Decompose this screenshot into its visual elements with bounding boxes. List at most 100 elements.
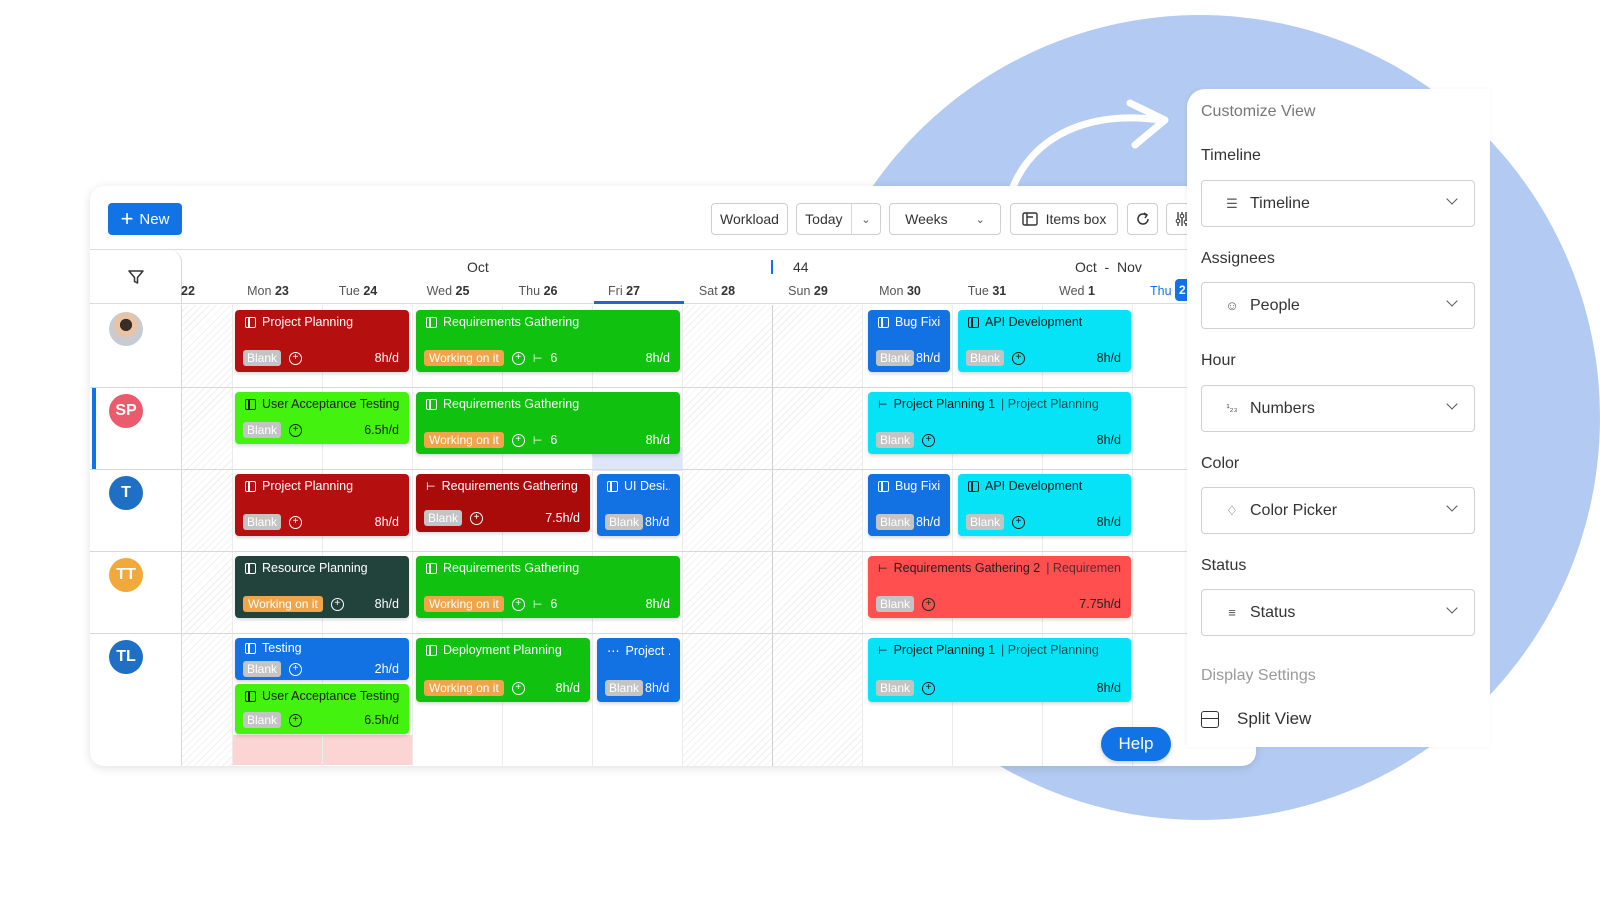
refresh-icon bbox=[1136, 212, 1149, 225]
add-update-icon[interactable]: + bbox=[1012, 351, 1026, 365]
status-badge[interactable]: Blank bbox=[605, 514, 644, 530]
task-bar[interactable]: ⊢ Project Planning 1 | Project Planning Bl… bbox=[868, 638, 1131, 702]
status-badge[interactable]: Working on it bbox=[424, 596, 504, 612]
hour-select[interactable]: ¹₂₃ Numbers bbox=[1201, 385, 1475, 432]
task-bar[interactable]: ⊢ Requirements Gathering ... Blank +7.5h/d bbox=[416, 474, 590, 532]
add-update-icon[interactable]: + bbox=[289, 423, 303, 437]
status-badge[interactable]: Working on it bbox=[424, 680, 504, 696]
status-badge[interactable]: Blank bbox=[876, 680, 915, 696]
status-badge[interactable]: Working on it bbox=[424, 432, 504, 448]
subitem-icon: ⊢ bbox=[426, 480, 436, 493]
range-select[interactable]: Weeks ⌄ bbox=[889, 203, 1001, 235]
assignees-select[interactable]: ☺ People bbox=[1201, 282, 1475, 329]
add-update-icon[interactable]: + bbox=[511, 597, 525, 611]
avatar[interactable]: TL bbox=[109, 640, 143, 674]
task-bar[interactable]: Testing Blank +2h/d bbox=[235, 638, 409, 680]
task-bar[interactable]: User Acceptance Testing Blank +6.5h/d bbox=[235, 684, 409, 734]
status-badge[interactable]: Blank bbox=[605, 680, 644, 696]
hours-per-day: 8h/d bbox=[374, 351, 399, 365]
status-badge[interactable]: Blank bbox=[243, 712, 282, 728]
people-column bbox=[90, 305, 182, 766]
task-bar[interactable]: ⊢ Project Planning 1 | Project Planning Bl… bbox=[868, 392, 1131, 454]
task-bar[interactable]: Project Planning Blank +8h/d bbox=[235, 310, 409, 372]
day-header: Mon 23 bbox=[247, 284, 289, 298]
avatar[interactable]: TT bbox=[109, 558, 143, 592]
divider bbox=[850, 204, 852, 234]
workload-label: Workload bbox=[720, 211, 779, 227]
month-range-label: Oct - Nov bbox=[1075, 259, 1142, 275]
panel-title: Customize View bbox=[1201, 103, 1316, 120]
items-box-button[interactable]: Items box bbox=[1010, 203, 1118, 235]
add-update-icon[interactable]: + bbox=[470, 511, 484, 525]
status-badge[interactable]: Blank bbox=[966, 350, 1005, 366]
split-view-icon bbox=[1201, 710, 1219, 728]
task-bar[interactable]: Deployment Planning Working on it +8h/d bbox=[416, 638, 590, 702]
color-select-value: Color Picker bbox=[1250, 501, 1338, 519]
status-badge[interactable]: Working on it bbox=[424, 350, 504, 366]
task-bar[interactable]: User Acceptance Testing Blank +6.5h/d bbox=[235, 392, 409, 444]
range-select-value: Weeks bbox=[905, 211, 948, 227]
task-bar[interactable]: Requirements Gathering Working on it + ⊢ 6 8… bbox=[416, 310, 680, 372]
avatar[interactable]: T bbox=[109, 476, 143, 510]
day-header: Tue 24 bbox=[338, 284, 378, 298]
status-badge[interactable]: Blank bbox=[243, 514, 282, 530]
add-update-icon[interactable]: + bbox=[330, 597, 344, 611]
help-button[interactable]: Help bbox=[1101, 727, 1171, 761]
add-update-icon[interactable]: + bbox=[1012, 515, 1026, 529]
task-bar[interactable]: API Development Blank +8h/d bbox=[958, 474, 1131, 536]
hours-per-day: 8h/d bbox=[645, 681, 670, 695]
workload-button[interactable]: Workload bbox=[711, 203, 788, 235]
add-update-icon[interactable]: + bbox=[289, 713, 303, 727]
color-select[interactable]: ♢ Color Picker bbox=[1201, 487, 1475, 534]
today-button-group: Today ⌄ bbox=[796, 203, 881, 235]
status-badge[interactable]: Blank bbox=[966, 514, 1005, 530]
status-badge[interactable]: Blank bbox=[243, 661, 282, 677]
task-bar[interactable]: API Development Blank +8h/d bbox=[958, 310, 1131, 372]
filter-button[interactable] bbox=[90, 250, 182, 304]
item-icon bbox=[245, 642, 256, 654]
parent-item-label: | Project Planning bbox=[1001, 397, 1099, 411]
item-icon bbox=[426, 562, 437, 574]
more-icon[interactable]: ⋯ bbox=[607, 644, 620, 658]
week-divider bbox=[771, 260, 773, 274]
avatar[interactable]: SP bbox=[109, 394, 143, 428]
toolbar: + New Workload Today ⌄ Weeks ⌄ Items box bbox=[90, 186, 1256, 250]
add-update-icon[interactable]: + bbox=[511, 433, 525, 447]
task-bar[interactable]: Resource Planning Working on it +8h/d bbox=[235, 556, 409, 618]
split-view-option[interactable]: Split View bbox=[1201, 709, 1311, 729]
status-badge[interactable]: Blank bbox=[243, 350, 282, 366]
today-button[interactable]: Today bbox=[805, 211, 843, 227]
add-update-icon[interactable]: + bbox=[289, 662, 303, 676]
status-badge[interactable]: Blank bbox=[424, 510, 463, 526]
refresh-button[interactable] bbox=[1127, 203, 1158, 235]
status-badge[interactable]: Blank bbox=[876, 350, 915, 366]
status-select[interactable]: ≡ Status bbox=[1201, 589, 1475, 636]
status-badge[interactable]: Blank bbox=[876, 514, 915, 530]
task-bar[interactable]: Project Planning Blank +8h/d bbox=[235, 474, 409, 536]
task-bar[interactable]: Requirements Gathering Working on it + ⊢ 6 8… bbox=[416, 556, 680, 618]
add-update-icon[interactable]: + bbox=[511, 351, 525, 365]
add-update-icon[interactable]: + bbox=[289, 351, 303, 365]
status-badge[interactable]: Blank bbox=[876, 432, 915, 448]
task-bar[interactable]: ⊢Requirements Gathering 2| Requirement..… bbox=[868, 556, 1131, 618]
timeline-select[interactable]: ☰ Timeline bbox=[1201, 180, 1475, 227]
add-update-icon[interactable]: + bbox=[922, 681, 936, 695]
status-badge[interactable]: Working on it bbox=[243, 596, 323, 612]
parent-item-label: | Project Planning bbox=[1001, 643, 1099, 657]
add-update-icon[interactable]: + bbox=[511, 681, 525, 695]
status-badge[interactable]: Blank bbox=[243, 422, 282, 438]
timeline-label: Timeline bbox=[1201, 147, 1261, 164]
status-badge[interactable]: Blank bbox=[876, 596, 915, 612]
avatar[interactable] bbox=[109, 312, 143, 346]
day-header: Wed 25 bbox=[426, 284, 470, 298]
add-update-icon[interactable]: + bbox=[922, 597, 936, 611]
new-button[interactable]: + New bbox=[108, 203, 182, 235]
today-dropdown-chevron-icon[interactable]: ⌄ bbox=[861, 213, 871, 226]
task-bar[interactable]: Requirements Gathering Working on it + ⊢ 6 8… bbox=[416, 392, 680, 454]
add-update-icon[interactable]: + bbox=[922, 433, 936, 447]
add-update-icon[interactable]: + bbox=[289, 515, 303, 529]
